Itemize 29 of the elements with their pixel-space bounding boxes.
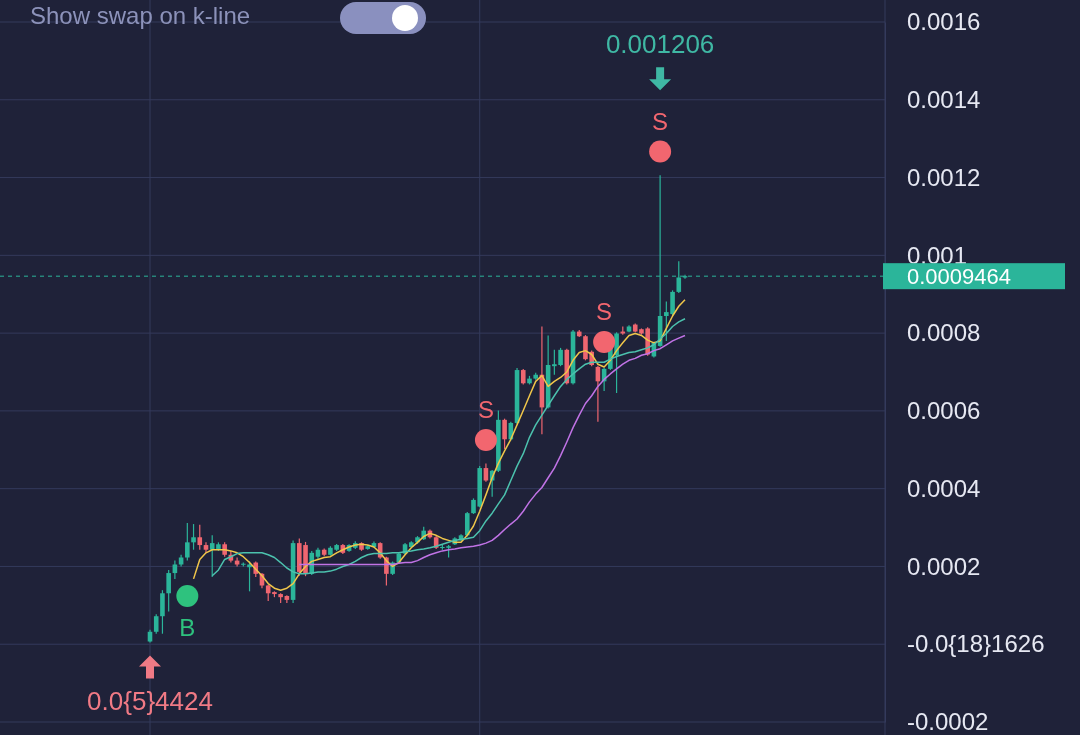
data-label: S	[652, 107, 669, 135]
y-tick-label: 0.0012	[907, 163, 981, 191]
point	[176, 585, 199, 607]
y-tick-label: 0.0002	[907, 552, 981, 580]
y-tick-label: 0.0004	[907, 474, 981, 502]
data-label: S	[477, 396, 494, 424]
annotation: 0.0{5}4424	[87, 685, 213, 716]
point	[649, 140, 672, 163]
candlestick	[191, 523, 196, 551]
candlestick	[502, 418, 507, 450]
y-tick-label: 0.0016	[907, 8, 981, 36]
candlestick	[153, 613, 159, 635]
point	[593, 331, 616, 354]
annotation: 0.001206	[605, 29, 715, 60]
y-tick-label: -0.0002	[907, 708, 989, 735]
candlestick	[197, 524, 203, 551]
y-tick-label: 0.0006	[907, 397, 981, 425]
candlestick	[483, 462, 489, 483]
candlestick	[160, 589, 165, 635]
y-tick-label: -0.0{18}1626	[907, 630, 1045, 658]
y-tick-label: 0.0008	[907, 319, 981, 347]
candlestick	[464, 511, 470, 538]
candlestick	[166, 569, 171, 613]
y-tick-label: 0.0014	[907, 85, 981, 113]
data-label: B	[179, 614, 196, 641]
candlestick	[185, 522, 190, 562]
data-label: S	[596, 298, 613, 326]
point	[474, 429, 497, 452]
annotation: Show swap on k-line	[30, 2, 251, 29]
